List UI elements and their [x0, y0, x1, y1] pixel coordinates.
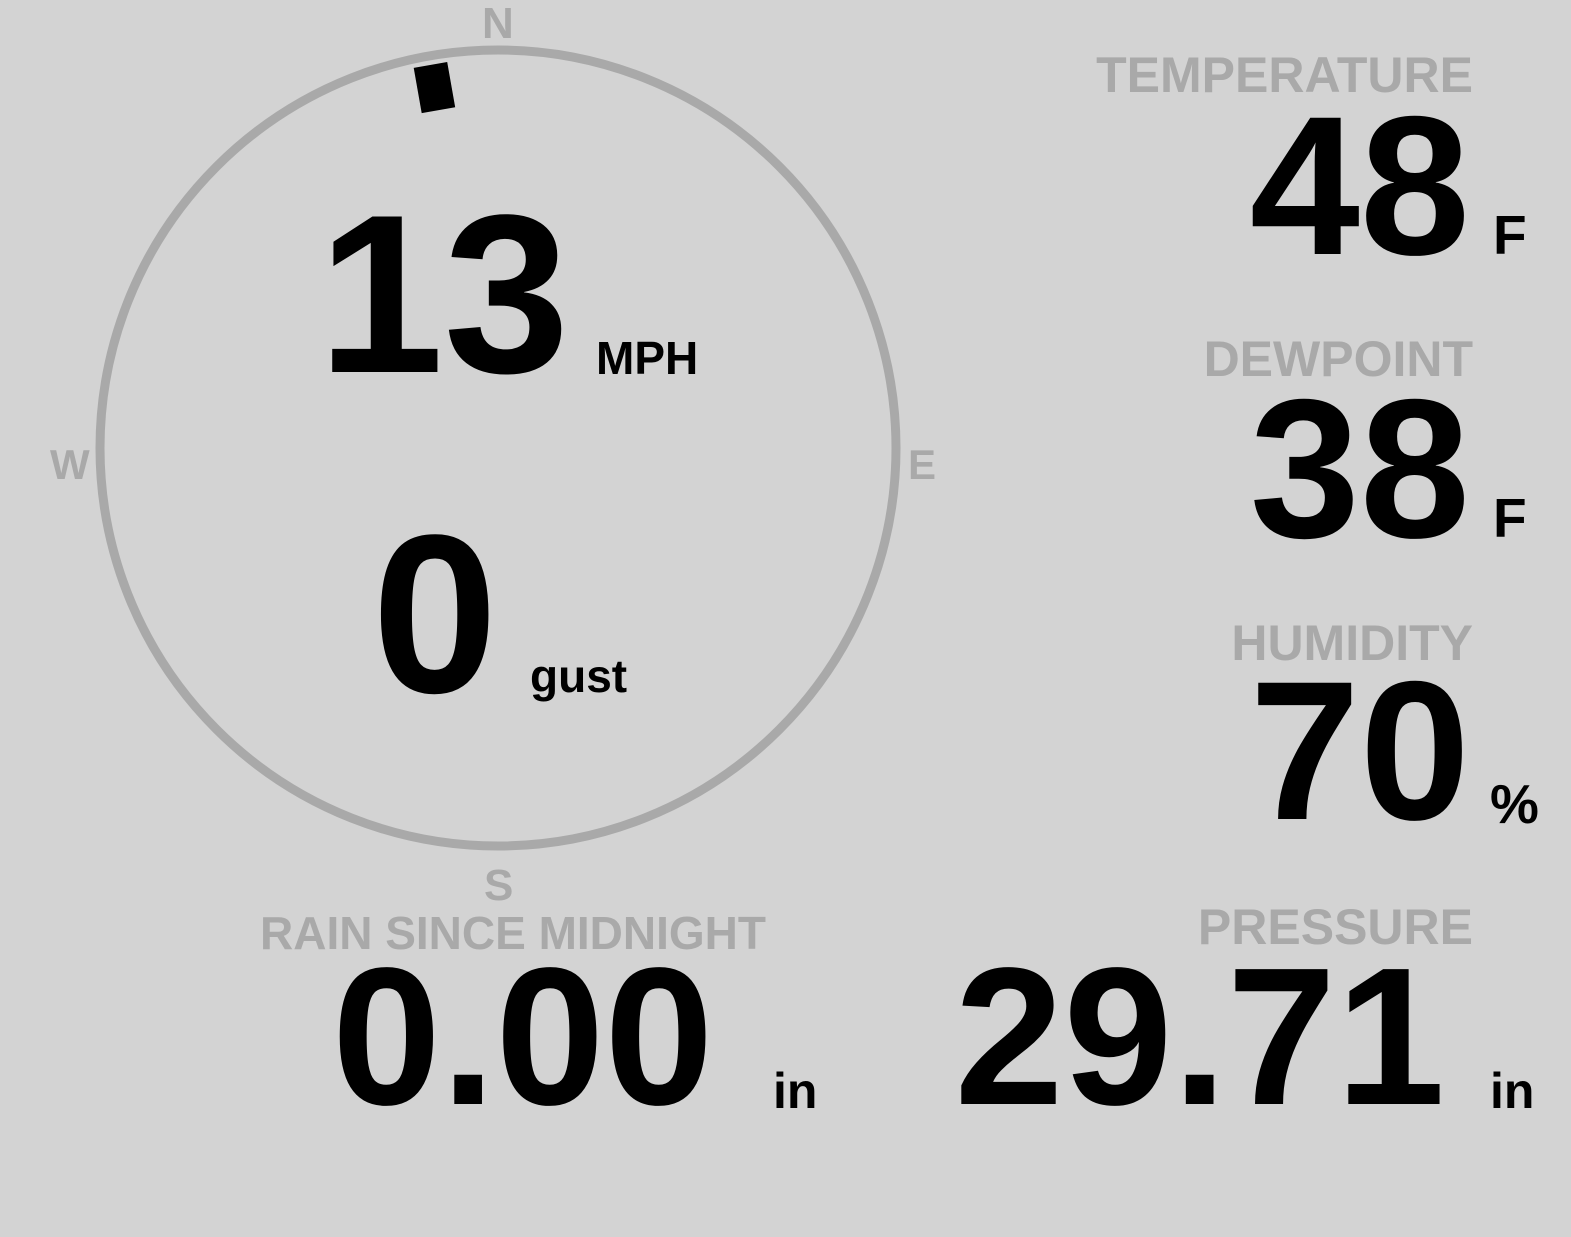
rain-unit: in: [773, 1063, 818, 1119]
pressure-unit: in: [1490, 1063, 1535, 1119]
dewpoint-label: DEWPOINT: [1203, 331, 1473, 387]
compass-east: E: [908, 441, 937, 488]
temperature-unit: F: [1493, 204, 1527, 266]
temperature-label: TEMPERATURE: [1096, 47, 1473, 103]
compass-north: N: [482, 0, 514, 48]
compass-ring: [95, 45, 901, 851]
pressure-label: PRESSURE: [1197, 899, 1473, 955]
rain-label: RAIN SINCE MIDNIGHT: [260, 907, 766, 959]
wind-gust-label: gust: [530, 650, 628, 702]
dewpoint-unit: F: [1493, 487, 1527, 549]
humidity-label: HUMIDITY: [1231, 615, 1473, 671]
wind-speed-unit: MPH: [596, 332, 699, 384]
rain-value: 0.00: [332, 927, 714, 1146]
dewpoint-value: 38: [1249, 358, 1470, 579]
temperature-value: 48: [1249, 75, 1470, 296]
wind-direction-needle: [413, 61, 456, 114]
compass-west: W: [50, 441, 90, 488]
wind-gust-value: 0: [372, 487, 498, 740]
wind-speed-value: 13: [318, 167, 570, 420]
compass-south: S: [484, 861, 514, 910]
humidity-unit: %: [1490, 773, 1539, 835]
humidity-value: 70: [1249, 640, 1470, 861]
pressure-value: 29.71: [954, 927, 1445, 1146]
